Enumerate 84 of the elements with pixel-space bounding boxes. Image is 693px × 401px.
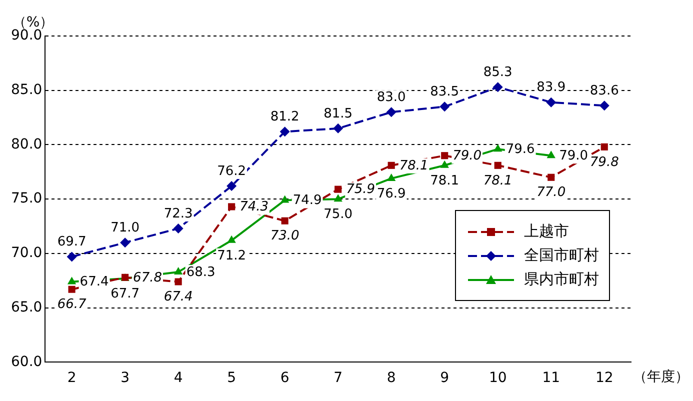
y-tick-label: 70.0 <box>11 245 42 262</box>
point <box>441 152 448 160</box>
point <box>334 186 342 193</box>
point <box>67 276 76 284</box>
x-axis-title: （年度） <box>633 368 689 385</box>
data-label: 79.0 <box>452 148 482 164</box>
data-label: 68.3 <box>186 264 216 280</box>
y-tick-label: 85.0 <box>11 82 42 98</box>
point <box>494 162 502 169</box>
data-label: 78.1 <box>399 158 428 174</box>
data-label: 73.0 <box>270 228 300 244</box>
y-tick-label: 65.0 <box>11 299 42 316</box>
data-label: 67.7 <box>110 286 140 302</box>
data-label: 71.0 <box>110 220 140 236</box>
point <box>440 160 449 168</box>
data-label: 67.4 <box>164 290 193 305</box>
legend-label: 県内市町村 <box>524 270 599 289</box>
x-tick-label: 6 <box>280 370 290 386</box>
point <box>492 82 503 92</box>
data-label: 75.9 <box>346 182 376 198</box>
point <box>334 194 342 202</box>
legend-label: 全国市町村 <box>524 246 599 265</box>
x-tick-label: 4 <box>174 370 183 386</box>
data-label: 78.1 <box>430 173 460 188</box>
data-label: 67.4 <box>80 274 109 290</box>
data-label: 85.3 <box>483 64 512 80</box>
data-label: 83.5 <box>430 84 460 100</box>
data-label: 78.1 <box>483 173 512 188</box>
data-label: 66.7 <box>57 297 87 312</box>
x-tick-label: 11 <box>542 370 560 386</box>
x-tick-label: 7 <box>334 370 343 386</box>
point <box>281 217 288 224</box>
point <box>174 278 182 286</box>
data-label: 83.0 <box>376 90 406 105</box>
data-label: 81.2 <box>270 110 300 125</box>
data-label: 76.9 <box>376 186 406 202</box>
data-label: 83.9 <box>536 80 566 96</box>
y-tick-label: 75.0 <box>11 190 42 207</box>
point <box>333 123 344 134</box>
point <box>174 266 183 274</box>
y-tick-label: 90.0 <box>11 28 42 44</box>
data-label: 74.3 <box>240 200 269 215</box>
data-label: 79.6 <box>506 142 535 157</box>
x-tick-label: 3 <box>120 370 130 386</box>
point <box>386 107 396 118</box>
data-label: 69.7 <box>57 234 86 250</box>
y-tick-label: 60.0 <box>11 354 42 370</box>
point <box>68 286 76 293</box>
data-label: 79.0 <box>559 148 588 164</box>
data-label: 76.2 <box>217 164 246 179</box>
point <box>227 235 236 243</box>
y-tick-label: 80.0 <box>11 136 42 152</box>
point <box>173 223 184 234</box>
x-tick-label: 5 <box>227 370 236 386</box>
data-label: 74.9 <box>292 193 322 208</box>
point <box>120 238 130 248</box>
point <box>387 173 396 181</box>
data-label: 83.6 <box>590 83 619 98</box>
data-label: 71.2 <box>217 248 246 264</box>
legend-label: 上越市 <box>524 222 569 241</box>
data-label: 67.8 <box>133 270 162 286</box>
point <box>280 126 290 137</box>
point <box>600 143 608 150</box>
point <box>548 174 555 181</box>
x-tick-label: 9 <box>440 370 450 386</box>
data-label: 75.0 <box>324 206 353 222</box>
x-tick-label: 2 <box>67 370 76 386</box>
x-tick-label: 12 <box>595 370 614 386</box>
point <box>66 252 77 262</box>
point <box>546 150 556 158</box>
data-label: 79.8 <box>590 154 619 170</box>
data-label: 77.0 <box>536 185 566 200</box>
x-tick-label: 10 <box>488 370 507 386</box>
point <box>228 203 236 210</box>
x-tick-label: 8 <box>386 370 396 386</box>
point <box>280 195 290 203</box>
point <box>494 144 502 152</box>
data-label: 81.5 <box>324 106 353 122</box>
point <box>388 162 395 169</box>
point <box>440 102 450 112</box>
point <box>599 100 610 111</box>
point <box>546 97 556 108</box>
data-label: 72.3 <box>164 206 193 222</box>
point <box>226 181 237 192</box>
